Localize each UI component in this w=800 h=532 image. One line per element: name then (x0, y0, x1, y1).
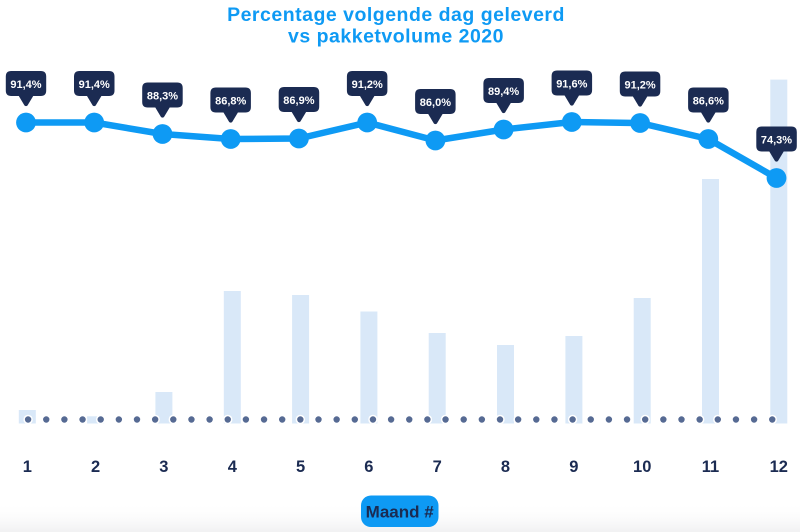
svg-text:9: 9 (569, 458, 578, 476)
svg-text:86,8%: 86,8% (215, 96, 246, 108)
svg-text:10: 10 (633, 458, 651, 476)
svg-text:89,4%: 89,4% (488, 86, 519, 98)
svg-text:4: 4 (228, 458, 238, 476)
svg-text:6: 6 (364, 458, 373, 476)
svg-text:91,2%: 91,2% (352, 79, 383, 91)
svg-text:86,6%: 86,6% (693, 96, 724, 108)
svg-text:91,4%: 91,4% (79, 79, 110, 91)
svg-text:7: 7 (433, 458, 442, 476)
svg-text:Maand #: Maand # (366, 503, 435, 522)
svg-text:2: 2 (91, 458, 100, 476)
svg-text:12: 12 (770, 458, 788, 476)
svg-text:Percentage volgende dag geleve: Percentage volgende dag geleverd (227, 4, 565, 26)
svg-text:86,0%: 86,0% (420, 97, 451, 109)
svg-text:91,6%: 91,6% (556, 79, 587, 91)
svg-text:86,9%: 86,9% (283, 95, 314, 107)
svg-text:11: 11 (702, 458, 719, 476)
svg-text:91,4%: 91,4% (10, 79, 41, 91)
svg-text:1: 1 (23, 458, 32, 476)
svg-text:vs pakketvolume 2020: vs pakketvolume 2020 (288, 26, 504, 48)
svg-text:91,2%: 91,2% (624, 80, 655, 92)
svg-text:5: 5 (296, 458, 305, 476)
svg-text:88,3%: 88,3% (147, 91, 178, 103)
svg-text:8: 8 (501, 458, 510, 476)
svg-text:74,3%: 74,3% (761, 135, 792, 147)
svg-text:3: 3 (159, 458, 168, 476)
